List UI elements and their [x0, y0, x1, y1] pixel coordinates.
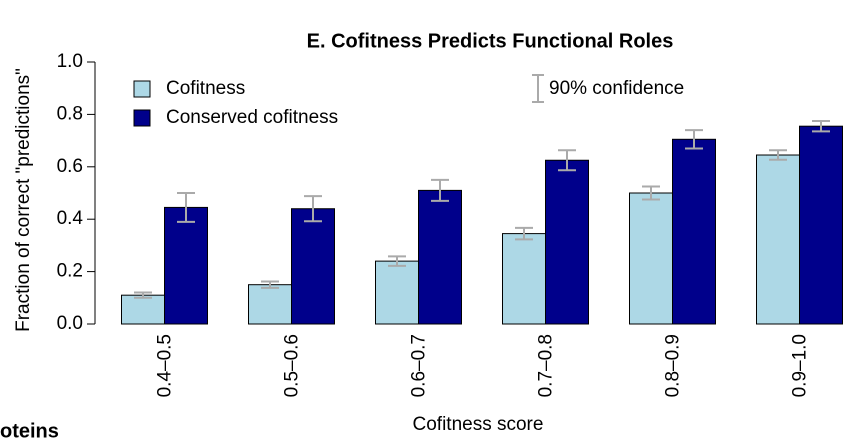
error-bar — [261, 280, 279, 289]
y-tick-label: 0.6 — [57, 156, 83, 177]
error-bar — [685, 129, 703, 150]
error-bar — [177, 192, 195, 223]
legend-error-label: 90% confidence — [549, 78, 684, 99]
y-tick-label: 0.2 — [57, 261, 83, 282]
x-tick-label: 0.9–1.0 — [790, 334, 811, 397]
x-tick-label: 0.4–0.5 — [155, 334, 176, 397]
legend-error-icon — [532, 74, 544, 103]
bar — [629, 192, 673, 325]
bar — [756, 154, 800, 325]
bar — [502, 233, 546, 325]
bar — [545, 159, 589, 325]
error-bar — [558, 149, 576, 172]
y-tick-label: 1.0 — [57, 51, 83, 72]
y-tick-label: 0.0 — [57, 313, 83, 334]
x-tick-label: 0.7–0.8 — [536, 334, 557, 397]
bar — [418, 189, 462, 325]
y-tick-label: 0.8 — [57, 103, 83, 124]
x-tick-label: 0.8–0.9 — [663, 334, 684, 397]
legend-swatch — [133, 109, 151, 127]
x-tick-label: 0.6–0.7 — [409, 334, 430, 397]
error-bar — [515, 226, 533, 241]
caption-fragment: oteins — [0, 420, 59, 439]
error-bar — [304, 195, 322, 223]
chart-title: E. Cofitness Predicts Functional Roles — [307, 30, 674, 52]
bar — [672, 138, 716, 325]
bar — [248, 284, 292, 325]
x-axis-label: Cofitness score — [413, 414, 544, 435]
error-bar — [812, 119, 830, 133]
error-bar — [642, 185, 660, 201]
y-axis-label: Fraction of correct "predictions" — [13, 68, 34, 332]
legend-swatch — [133, 80, 151, 98]
bar — [799, 125, 843, 325]
error-bar — [431, 178, 449, 202]
legend-label: Conserved cofitness — [166, 107, 338, 128]
bar — [375, 260, 419, 325]
x-tick-label: 0.5–0.6 — [282, 334, 303, 397]
error-bar — [134, 291, 152, 299]
bar — [291, 208, 335, 325]
bar — [164, 206, 208, 325]
error-bar — [388, 255, 406, 267]
legend-label: Cofitness — [166, 78, 245, 99]
error-bar — [769, 149, 787, 161]
y-tick-label: 0.4 — [57, 208, 84, 229]
bar — [121, 294, 165, 325]
